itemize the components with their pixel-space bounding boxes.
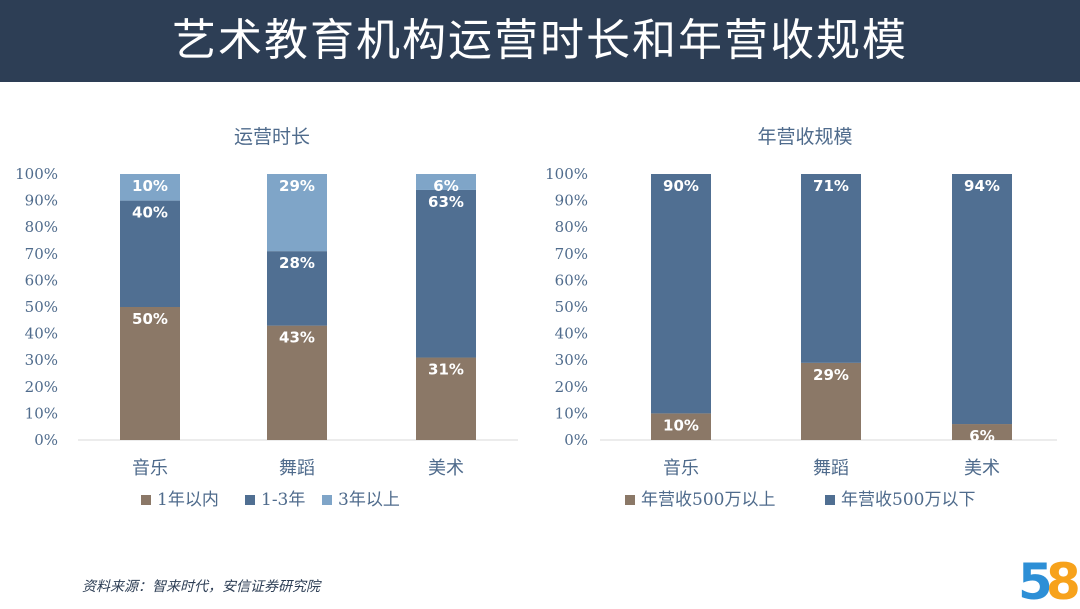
y-tick-label: 40% <box>25 325 58 343</box>
legend-label: 年营收500万以下 <box>841 490 975 510</box>
data-label: 94% <box>964 177 1000 195</box>
legend-label: 1-3年 <box>261 490 305 510</box>
bar-segment <box>416 189 476 358</box>
data-label: 31% <box>428 361 464 379</box>
y-tick-label: 80% <box>25 218 58 236</box>
legend-label: 3年以上 <box>338 490 400 510</box>
bar-segment <box>267 174 327 252</box>
bar-segment <box>120 200 180 307</box>
chart-1: 运营时长 0% 10% 20% 30% 40% 50% 60% 70% 80% 90% 100% 50%… <box>15 126 518 510</box>
data-label: 29% <box>813 366 849 384</box>
bar-segment <box>651 413 711 440</box>
y-tick-label: 30% <box>555 351 588 369</box>
category-label: 音乐 <box>663 458 699 479</box>
logo-digit-5: 5 <box>1018 555 1053 605</box>
y-tick-label: 0% <box>564 431 588 449</box>
data-label: 50% <box>132 310 168 328</box>
y-tick-label: 60% <box>555 271 588 289</box>
data-label: 43% <box>279 329 315 347</box>
y-tick-label: 20% <box>555 378 588 396</box>
data-label: 10% <box>132 177 168 195</box>
bar-segment <box>952 174 1012 425</box>
y-tick-label: 90% <box>25 192 58 210</box>
y-tick-label: 70% <box>555 245 588 263</box>
legend-swatch <box>825 495 835 505</box>
legend-swatch <box>141 495 151 505</box>
bar-segment <box>651 174 711 414</box>
category-label: 舞蹈 <box>813 458 849 479</box>
legend-label: 1年以内 <box>157 490 219 510</box>
y-tick-label: 40% <box>555 325 588 343</box>
category-label: 美术 <box>964 458 1000 479</box>
page-title: 艺术教育机构运营时长和年营收规模 <box>172 15 908 66</box>
y-tick-label: 100% <box>15 165 58 183</box>
data-label: 71% <box>813 177 849 195</box>
source-note: 资料来源：智来时代，安信证券研究院 <box>82 579 320 595</box>
bar-segment <box>801 174 861 363</box>
data-label: 29% <box>279 177 315 195</box>
chart-title: 年营收规模 <box>757 126 852 148</box>
y-tick-label: 0% <box>34 431 58 449</box>
logo-digit-8: 8 <box>1046 555 1078 605</box>
y-tick-label: 60% <box>25 271 58 289</box>
data-label: 6% <box>969 427 994 445</box>
y-tick-label: 10% <box>25 404 58 422</box>
legend-swatch <box>322 495 332 505</box>
data-label: 6% <box>433 177 458 195</box>
category-label: 舞蹈 <box>279 458 315 479</box>
bar-segment <box>267 325 327 440</box>
y-tick-label: 20% <box>25 378 58 396</box>
y-tick-label: 50% <box>555 298 588 316</box>
data-label: 10% <box>663 416 699 434</box>
data-label: 28% <box>279 254 315 272</box>
bar-segment <box>416 174 476 190</box>
y-tick-label: 90% <box>555 192 588 210</box>
legend-swatch <box>245 495 255 505</box>
category-label: 音乐 <box>132 458 168 479</box>
data-label: 40% <box>132 204 168 222</box>
title-banner: 艺术教育机构运营时长和年营收规模 <box>0 0 1080 82</box>
chart-2: 年营收规模 0% 10% 20% 30% 40% 50% 60% 70% 80% 90% 100% 10… <box>545 126 1057 510</box>
legend-swatch <box>625 495 635 505</box>
y-tick-label: 50% <box>25 298 58 316</box>
y-tick-label: 30% <box>25 351 58 369</box>
chart-title: 运营时长 <box>234 126 310 148</box>
bar-segment <box>120 174 180 201</box>
bar-segment <box>952 424 1012 440</box>
y-tick-label: 70% <box>25 245 58 263</box>
data-label: 63% <box>428 193 464 211</box>
bar-segment <box>267 251 327 326</box>
y-tick-label: 10% <box>555 404 588 422</box>
legend-label: 年营收500万以上 <box>641 490 775 510</box>
bar-segment <box>801 362 861 440</box>
bar-segment <box>416 357 476 440</box>
bar-segment <box>120 307 180 440</box>
data-label: 90% <box>663 177 699 195</box>
y-tick-label: 100% <box>545 165 588 183</box>
category-label: 美术 <box>428 458 464 479</box>
58-logo: 5 8 <box>1018 555 1078 605</box>
y-tick-label: 80% <box>555 218 588 236</box>
